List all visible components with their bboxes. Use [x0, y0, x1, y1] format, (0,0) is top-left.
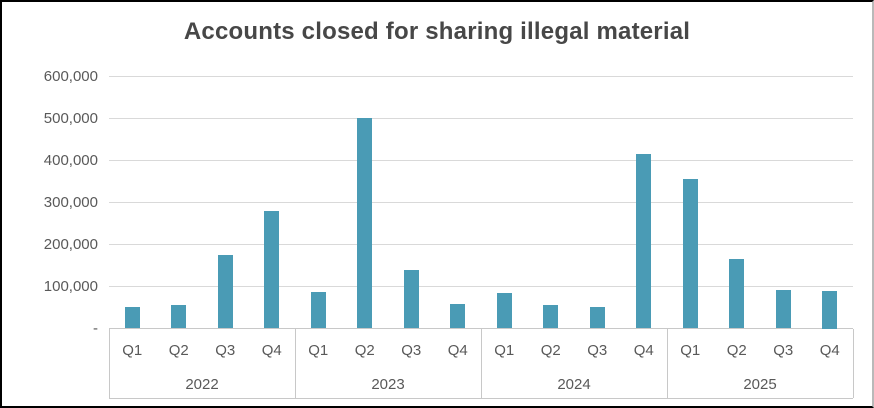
y-gridline — [109, 75, 853, 77]
year-group-separator — [666, 328, 668, 398]
y-axis-tick-label: 500,000 — [43, 109, 98, 127]
bar-2022-Q1 — [124, 307, 140, 329]
y-axis-tick-label: 200,000 — [43, 235, 98, 253]
y-axis-tick-label: 600,000 — [43, 67, 98, 85]
y-axis-tick-label: 100,000 — [43, 277, 98, 295]
bar-2022-Q2 — [171, 304, 187, 329]
x-axis-quarter-label: Q1 — [494, 342, 515, 359]
bar-2025-Q1 — [682, 178, 698, 329]
bar-2025-Q3 — [775, 289, 791, 329]
x-axis-quarter-label: Q4 — [447, 342, 468, 359]
bar-2022-Q4 — [264, 210, 280, 329]
year-group-separator — [480, 328, 482, 398]
bar-2024-Q3 — [589, 307, 605, 329]
year-group-separator — [108, 328, 110, 398]
bar-2025-Q4 — [822, 290, 838, 329]
x-axis-year-label: 2023 — [371, 376, 405, 393]
x-axis-quarter-label: Q3 — [215, 342, 236, 359]
y-axis-tick-label: 400,000 — [43, 151, 98, 169]
bar-2022-Q3 — [217, 255, 233, 329]
bar-2023-Q4 — [450, 303, 466, 329]
category-band-bottom-line — [109, 397, 853, 399]
x-axis-year-label: 2022 — [185, 376, 219, 393]
y-gridline — [109, 285, 853, 287]
x-axis-quarter-label: Q3 — [401, 342, 422, 359]
x-axis-quarter-label: Q2 — [540, 342, 561, 359]
bar-2023-Q2 — [357, 118, 373, 329]
bar-2024-Q1 — [496, 293, 512, 329]
y-axis-tick-label: 300,000 — [43, 193, 98, 211]
chart-title: Accounts closed for sharing illegal mate… — [183, 18, 691, 45]
x-axis-quarter-label: Q1 — [680, 342, 701, 359]
y-axis-tick-label: - — [93, 320, 98, 337]
x-axis-quarter-label: Q3 — [773, 342, 794, 359]
y-gridline — [109, 201, 853, 203]
x-axis-quarter-label: Q2 — [168, 342, 189, 359]
year-group-separator — [852, 328, 854, 398]
bar-2024-Q2 — [543, 304, 559, 329]
y-gridline — [109, 117, 853, 119]
y-gridline — [109, 159, 853, 161]
x-axis-quarter-label: Q4 — [261, 342, 282, 359]
x-axis-quarter-label: Q2 — [354, 342, 375, 359]
x-axis-year-label: 2024 — [557, 376, 591, 393]
x-axis-quarter-label: Q1 — [308, 342, 329, 359]
x-axis-quarter-label: Q3 — [587, 342, 608, 359]
x-axis-quarter-label: Q4 — [819, 342, 840, 359]
x-axis-quarter-label: Q4 — [633, 342, 654, 359]
bar-2023-Q3 — [403, 269, 419, 329]
x-axis-quarter-label: Q2 — [726, 342, 747, 359]
x-axis-quarter-label: Q1 — [122, 342, 143, 359]
year-group-separator — [294, 328, 296, 398]
y-gridline — [109, 243, 853, 245]
x-axis-year-label: 2025 — [743, 376, 777, 393]
bar-2025-Q2 — [729, 258, 745, 329]
bar-2023-Q1 — [310, 291, 326, 329]
bar-2024-Q4 — [636, 154, 652, 329]
